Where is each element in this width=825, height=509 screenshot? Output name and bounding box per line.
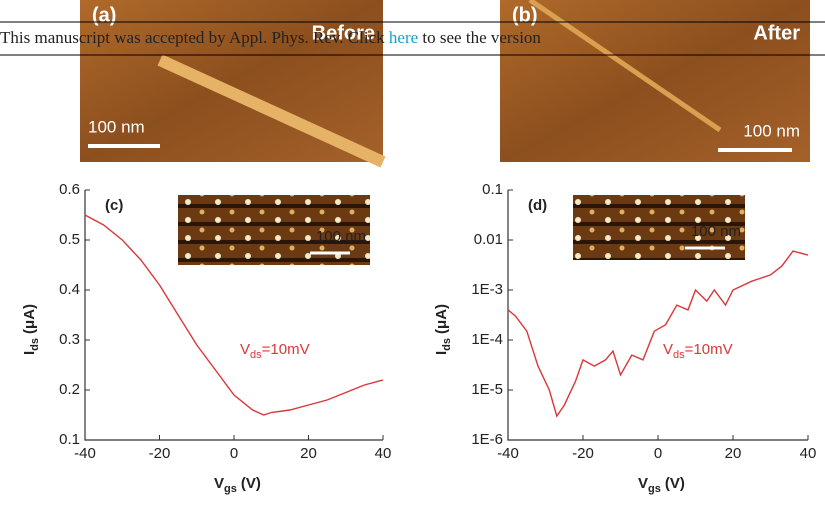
y-tick-label: 0.4	[59, 281, 80, 298]
x-tick-label: -40	[497, 445, 519, 462]
scale-label: 100 nm	[743, 121, 800, 140]
y-tick-label: 1E-5	[471, 381, 503, 398]
x-tick-label: 20	[300, 445, 317, 462]
banner-link[interactable]: here	[389, 28, 418, 47]
x-axis-label: Vgs (V)	[214, 475, 261, 495]
y-tick-label: 0.3	[59, 331, 80, 348]
banner: This manuscript was accepted by Appl. Ph…	[0, 21, 825, 56]
y-tick-label: 0.5	[59, 231, 80, 248]
afm-image	[500, 0, 810, 162]
main: V	[240, 341, 250, 358]
panel-label: (a)	[92, 4, 116, 26]
panel-a: (a) Before 100 nm	[80, 0, 386, 168]
data-line	[507, 250, 809, 418]
banner-text: This manuscript was accepted by Appl. Ph…	[0, 28, 541, 47]
y-tick-label: 0.1	[482, 181, 503, 198]
sub: gs	[224, 483, 237, 495]
x-tick-label: 40	[800, 445, 817, 462]
annotation: Vds=10mV	[240, 341, 310, 361]
x-axis-label: Vgs (V)	[638, 475, 685, 495]
scale-label: 100 nm	[88, 117, 145, 136]
rest: (V)	[665, 475, 685, 492]
sub: gs	[648, 483, 661, 495]
x-tick-label: 20	[725, 445, 742, 462]
main: V	[638, 475, 648, 492]
y-tick-label: 1E-6	[471, 431, 503, 448]
rest: (μA)	[21, 304, 38, 334]
x-tick-label: 40	[375, 445, 392, 462]
sub: ds	[673, 349, 685, 361]
main: I	[21, 351, 38, 355]
rest: (V)	[241, 475, 261, 492]
rest: =10mV	[262, 341, 310, 358]
inset-scale: 100 nm	[316, 228, 366, 245]
banner-before: This manuscript was accepted by Appl. Ph…	[0, 28, 385, 47]
x-tick-label: -40	[74, 445, 96, 462]
panel-b: (b) After 100 nm	[500, 0, 810, 162]
y-tick-label: 1E-4	[471, 331, 503, 348]
x-tick-label: -20	[149, 445, 171, 462]
sub: ds	[441, 338, 453, 351]
x-tick-label: 0	[654, 445, 662, 462]
main: I	[433, 351, 450, 355]
panel-label: (d)	[528, 197, 547, 214]
y-tick-label: 1E-3	[471, 281, 503, 298]
rest: =10mV	[685, 341, 733, 358]
sub: ds	[29, 338, 41, 351]
nanotube	[157, 54, 386, 168]
panel-caption: Before	[312, 22, 375, 44]
y-tick-label: 0.6	[59, 181, 80, 198]
panel-caption: After	[753, 22, 800, 44]
y-axis-label: Ids (μA)	[433, 304, 453, 355]
y-axis-label: Ids (μA)	[21, 304, 41, 355]
chart: 0.1 0.2 0.3 0.4 0.5 0.6 -40 -20 0 20 40 100 nm (c) Vd…	[21, 181, 391, 495]
chart: 1E-6 1E-5 1E-4 1E-3 0.01 0.1 -40 -20 0 20 40 100 nm…	[433, 181, 816, 495]
main: V	[663, 341, 673, 358]
panel-label: (c)	[105, 197, 123, 214]
sub: ds	[250, 349, 262, 361]
panel-label: (b)	[512, 4, 538, 26]
banner-after: to see the version	[422, 28, 541, 47]
rest: (μA)	[433, 304, 450, 334]
y-tick-label: 0.01	[474, 231, 503, 248]
x-tick-label: -20	[572, 445, 594, 462]
main: V	[214, 475, 224, 492]
inset-scale: 100 nm	[691, 223, 741, 240]
annotation: Vds=10mV	[663, 341, 733, 361]
y-tick-label: 0.2	[59, 381, 80, 398]
x-tick-label: 0	[230, 445, 238, 462]
y-tick-label: 0.1	[59, 431, 80, 448]
data-line	[84, 214, 384, 416]
